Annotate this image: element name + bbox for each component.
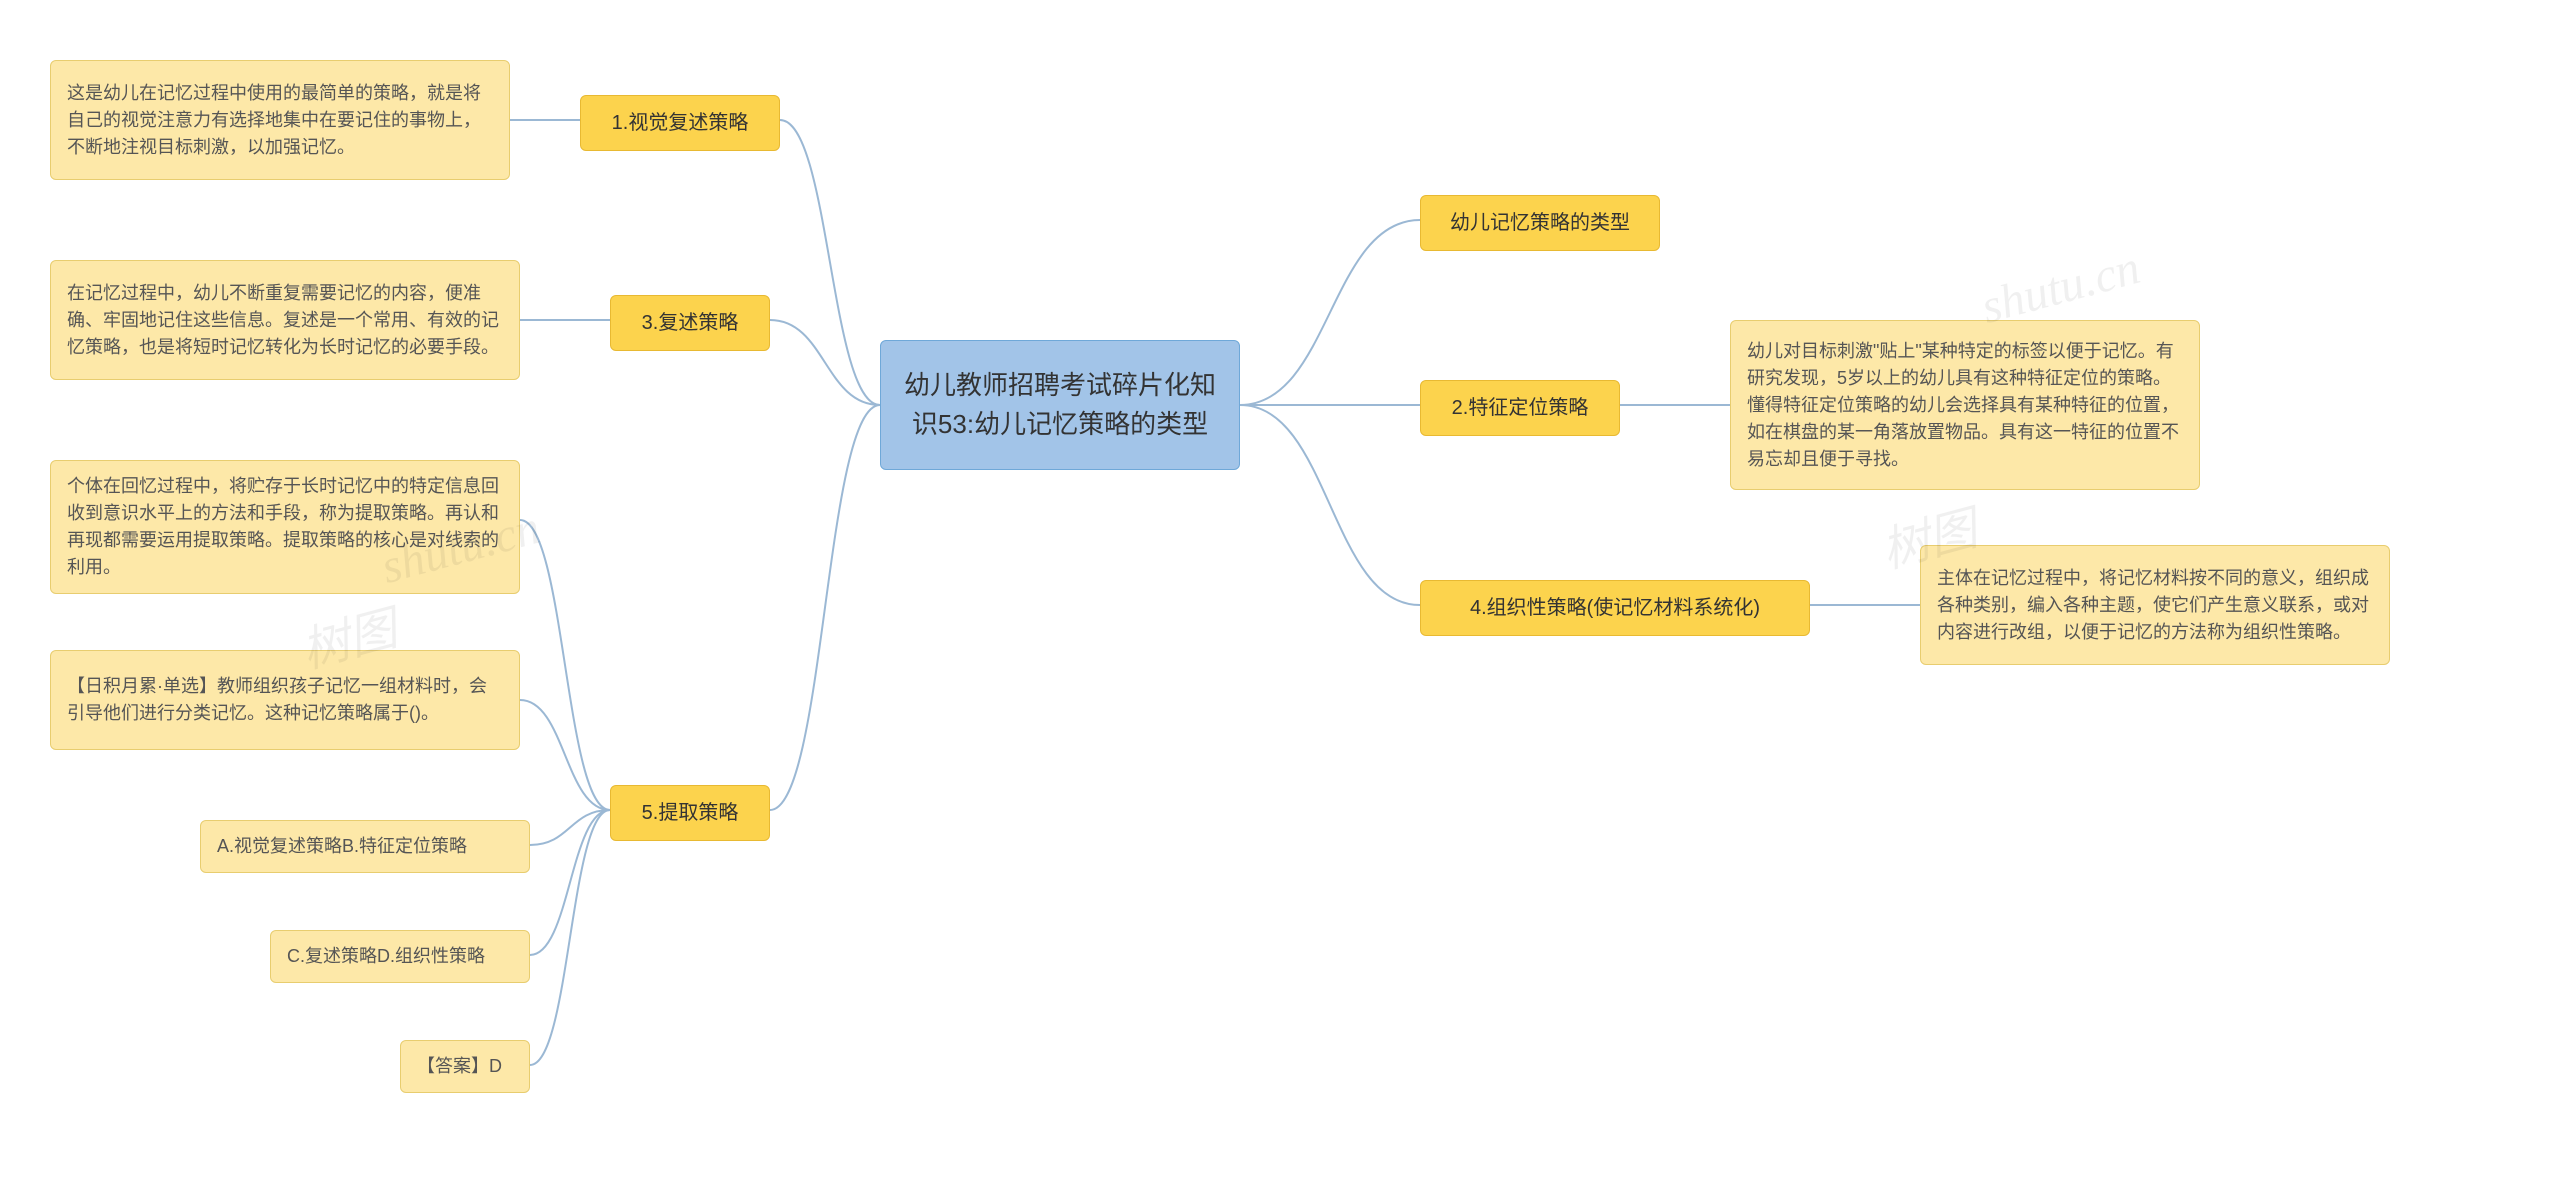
branch-r2: 2.特征定位策略 — [1420, 380, 1620, 436]
branch-l2: 3.复述策略 — [610, 295, 770, 351]
branch-l1: 1.视觉复述策略 — [580, 95, 780, 151]
leaf-l3-4: 【答案】D — [400, 1040, 530, 1093]
branch-l3: 5.提取策略 — [610, 785, 770, 841]
leaf-l3-1: 【日积月累·单选】教师组织孩子记忆一组材料时，会引导他们进行分类记忆。这种记忆策… — [50, 650, 520, 750]
leaf-l2-0: 在记忆过程中，幼儿不断重复需要记忆的内容，便准确、牢固地记住这些信息。复述是一个… — [50, 260, 520, 380]
leaf-l1-0: 这是幼儿在记忆过程中使用的最简单的策略，就是将自己的视觉注意力有选择地集中在要记… — [50, 60, 510, 180]
branch-r3: 4.组织性策略(使记忆材料系统化) — [1420, 580, 1810, 636]
leaf-l3-3: C.复述策略D.组织性策略 — [270, 930, 530, 983]
leaf-r2-0: 幼儿对目标刺激"贴上"某种特定的标签以便于记忆。有研究发现，5岁以上的幼儿具有这… — [1730, 320, 2200, 490]
leaf-l3-0: 个体在回忆过程中，将贮存于长时记忆中的特定信息回收到意识水平上的方法和手段，称为… — [50, 460, 520, 594]
leaf-l3-2: A.视觉复述策略B.特征定位策略 — [200, 820, 530, 873]
center-node: 幼儿教师招聘考试碎片化知识53:幼儿记忆策略的类型 — [880, 340, 1240, 470]
branch-r1: 幼儿记忆策略的类型 — [1420, 195, 1660, 251]
leaf-r3-0: 主体在记忆过程中，将记忆材料按不同的意义，组织成各种类别，编入各种主题，使它们产… — [1920, 545, 2390, 665]
